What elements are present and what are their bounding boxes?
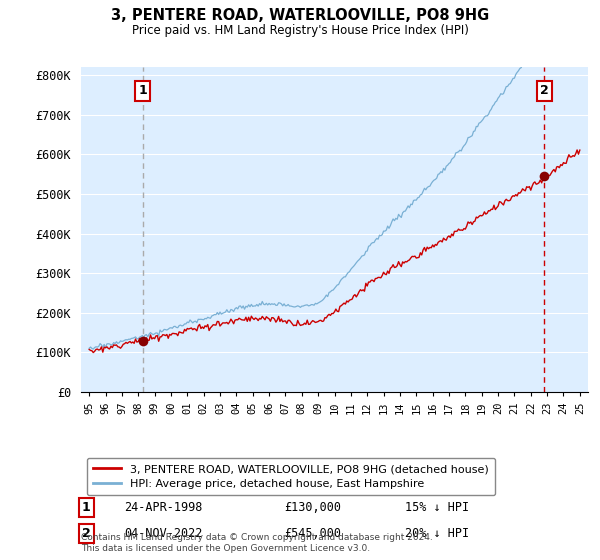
- Text: 1: 1: [82, 501, 91, 514]
- Text: 2: 2: [82, 527, 91, 540]
- Text: £545,000: £545,000: [284, 527, 341, 540]
- Text: 04-NOV-2022: 04-NOV-2022: [124, 527, 202, 540]
- Text: 24-APR-1998: 24-APR-1998: [124, 501, 202, 514]
- Text: 3, PENTERE ROAD, WATERLOOVILLE, PO8 9HG: 3, PENTERE ROAD, WATERLOOVILLE, PO8 9HG: [111, 8, 489, 24]
- Text: £130,000: £130,000: [284, 501, 341, 514]
- Legend: 3, PENTERE ROAD, WATERLOOVILLE, PO8 9HG (detached house), HPI: Average price, de: 3, PENTERE ROAD, WATERLOOVILLE, PO8 9HG …: [86, 458, 496, 496]
- Text: 2: 2: [540, 85, 549, 97]
- Text: 20% ↓ HPI: 20% ↓ HPI: [406, 527, 470, 540]
- Text: Contains HM Land Registry data © Crown copyright and database right 2024.
This d: Contains HM Land Registry data © Crown c…: [81, 533, 433, 553]
- Text: Price paid vs. HM Land Registry's House Price Index (HPI): Price paid vs. HM Land Registry's House …: [131, 24, 469, 36]
- Text: 1: 1: [139, 85, 148, 97]
- Text: 15% ↓ HPI: 15% ↓ HPI: [406, 501, 470, 514]
